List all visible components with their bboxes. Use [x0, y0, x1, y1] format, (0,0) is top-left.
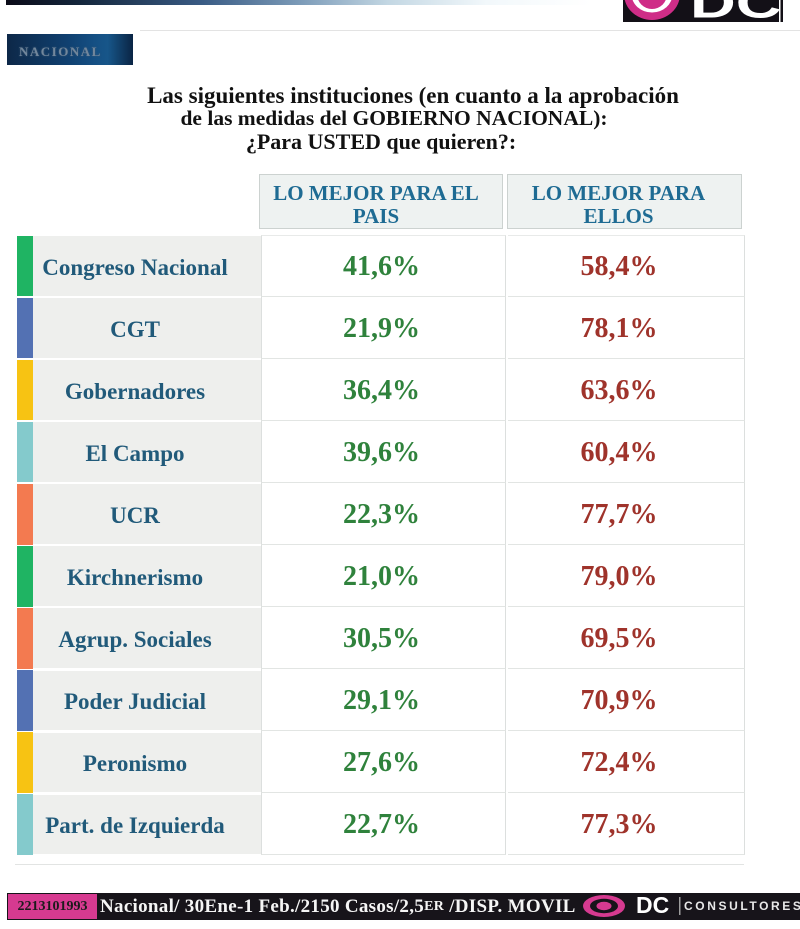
svg-text:CONSULTORES: CONSULTORES	[684, 899, 800, 913]
svg-text:DC: DC	[690, 0, 781, 22]
svg-text:DC: DC	[636, 893, 669, 918]
